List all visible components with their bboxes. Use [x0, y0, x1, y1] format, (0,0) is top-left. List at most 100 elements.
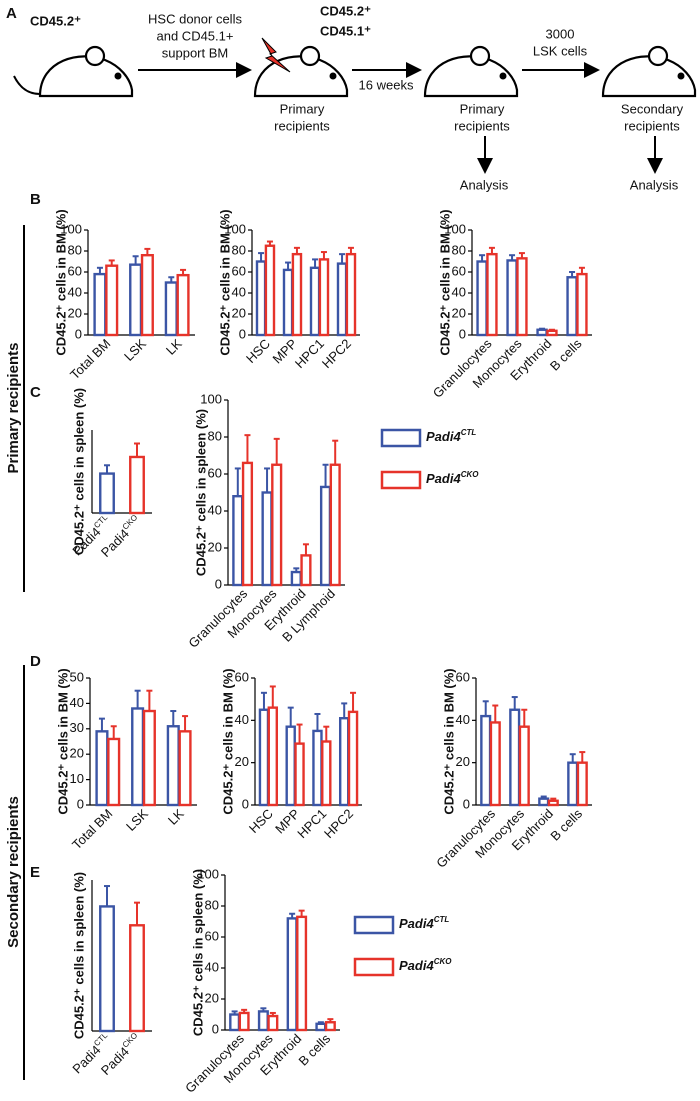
- error-bar: [521, 708, 528, 727]
- legend-swatch: [380, 428, 422, 448]
- y-tick-label: 60: [235, 669, 249, 684]
- bar: [480, 714, 492, 807]
- label: support BM: [162, 45, 228, 60]
- error-bar: [273, 437, 280, 465]
- y-tick-label: 30: [70, 720, 84, 735]
- error-bar: [231, 1010, 238, 1015]
- bar: [538, 797, 550, 807]
- error-bar: [108, 259, 115, 266]
- error-bar: [168, 276, 175, 283]
- legend-swatch: [353, 915, 395, 935]
- error-bar: [260, 691, 267, 710]
- error-bar: [264, 467, 271, 493]
- bar: [255, 260, 267, 337]
- y-tick-label: 0: [77, 796, 84, 811]
- bar: [489, 721, 501, 807]
- error-bar: [332, 439, 339, 465]
- bar: [566, 276, 578, 337]
- x-tick-label: LSK: [121, 336, 149, 364]
- error-bar: [134, 901, 140, 926]
- y-tick-label: 80: [68, 242, 82, 257]
- error-bar: [350, 691, 357, 712]
- error-bar: [492, 704, 499, 723]
- error-bar: [579, 751, 586, 763]
- error-bar: [323, 725, 330, 742]
- label: CD45.2⁺: [320, 3, 371, 18]
- x-tick-label: B cells: [547, 336, 585, 374]
- x-tick-label: B cells: [295, 1031, 333, 1069]
- bar: [99, 905, 115, 1033]
- x-tick-label: HPC2: [321, 806, 356, 841]
- bar: [546, 329, 558, 337]
- y-axis-label: CD45.2⁺ cells in BM (%): [53, 209, 68, 355]
- bar: [312, 729, 323, 807]
- y-tick-label: 60: [232, 263, 246, 278]
- bar: [536, 328, 548, 337]
- y-tick-label: 100: [197, 866, 219, 881]
- error-bar: [339, 253, 346, 264]
- label: 3000: [546, 26, 575, 41]
- label: LSK cells: [533, 43, 588, 58]
- label: 16 weeks: [359, 77, 414, 92]
- label: HSC donor cells: [148, 11, 242, 26]
- error-bar: [293, 246, 300, 255]
- error-bar: [104, 885, 110, 907]
- panel-label: B: [30, 191, 41, 208]
- bar: [131, 707, 145, 807]
- error-bar: [285, 261, 292, 270]
- row-label: Secondary recipients: [5, 796, 22, 948]
- error-bar: [244, 434, 251, 463]
- bar: [345, 252, 357, 337]
- bar: [271, 463, 283, 587]
- y-tick-label: 20: [235, 754, 249, 769]
- bar: [257, 1010, 269, 1032]
- y-axis-label: CD45.2⁺ cells in BM (%): [220, 668, 235, 814]
- error-bar: [234, 467, 241, 497]
- error-bar: [312, 258, 319, 268]
- error-bar: [289, 912, 296, 919]
- label: Padi4CKO: [426, 470, 479, 486]
- panel-label: C: [30, 384, 41, 401]
- bar: [576, 272, 588, 337]
- lightning: [261, 37, 291, 73]
- bar: [509, 708, 521, 807]
- bar: [264, 244, 276, 337]
- label: CD45.1⁺: [320, 23, 371, 38]
- error-bar: [182, 715, 189, 732]
- y-tick-label: 60: [208, 465, 222, 480]
- label: CD45.2⁺: [30, 13, 81, 28]
- y-tick-label: 10: [70, 771, 84, 786]
- error-bar: [104, 464, 110, 474]
- y-axis-label: CD45.2⁺ cells in spleen (%): [193, 409, 208, 576]
- bar: [315, 1022, 327, 1032]
- error-bar: [482, 700, 489, 717]
- error-bar: [320, 251, 327, 260]
- y-tick-label: 40: [452, 284, 466, 299]
- x-tick-label: LK: [163, 336, 185, 358]
- x-tick-label: HPC1: [294, 806, 329, 841]
- x-tick-label: B cells: [547, 806, 585, 844]
- bar: [309, 266, 321, 337]
- error-bar: [569, 753, 576, 763]
- x-tick-label: Total BM: [67, 336, 113, 382]
- row-label: Primary recipients: [5, 343, 22, 474]
- error-bar: [134, 442, 140, 457]
- error-bar: [322, 463, 329, 487]
- label: Secondary: [621, 101, 684, 116]
- label: Primary: [280, 101, 325, 116]
- error-bar: [298, 909, 305, 917]
- bar: [129, 263, 143, 337]
- y-tick-label: 60: [452, 263, 466, 278]
- label: Padi4CTL: [426, 428, 476, 444]
- y-tick-label: 20: [68, 305, 82, 320]
- panel-label: D: [30, 653, 41, 670]
- y-tick-label: 0: [459, 326, 466, 341]
- error-bar: [180, 268, 187, 276]
- error-bar: [317, 1021, 324, 1024]
- y-tick-label: 50: [70, 669, 84, 684]
- bar: [567, 761, 579, 807]
- y-tick-label: 40: [456, 712, 470, 727]
- label: recipients: [274, 118, 330, 133]
- bar: [258, 708, 270, 807]
